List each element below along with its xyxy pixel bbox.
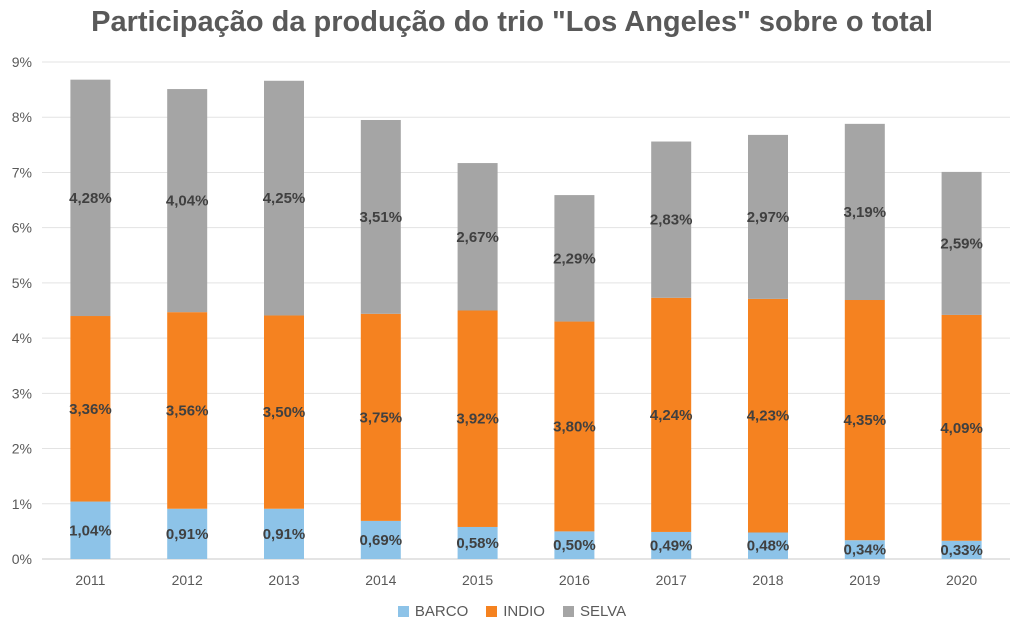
y-tick-label: 0% [12, 551, 32, 567]
x-axis-ticks: 2011 2012 2013 2014 2015 2016 2017 2018 2019 2020 [75, 572, 977, 588]
legend-label: SELVA [579, 603, 627, 620]
data-labels: 1,04% 3,36% 4,28% 0,91% 3,56% 4,04% 0,91% 3,50%… [69, 190, 983, 559]
data-label-selva-2012: 4,04% [166, 193, 209, 210]
data-label-barco-2014: 0,69% [360, 532, 403, 549]
data-label-indio-2014: 3,75% [360, 409, 403, 426]
bar-barco-2020 [941, 540, 982, 559]
data-label-barco-2012: 0,91% [166, 526, 209, 543]
data-label-selva-2018: 2,97% [747, 209, 790, 226]
bar-selva-2012 [167, 89, 208, 313]
bar-selva-2019 [844, 123, 885, 301]
legend-swatch [397, 606, 409, 617]
bar-selva-2017 [651, 141, 692, 298]
y-tick-label: 5% [12, 275, 32, 291]
bar-indio-2016 [554, 321, 595, 532]
bar-barco-2017 [651, 531, 692, 559]
bar-indio-2013 [264, 315, 304, 509]
data-label-barco-2013: 0,91% [263, 526, 306, 543]
x-tick-label: 2012 [172, 572, 203, 588]
bar-barco-2019 [844, 540, 885, 559]
data-label-indio-2011: 3,36% [69, 401, 112, 418]
bar-selva-2020 [941, 171, 982, 315]
data-label-barco-2015: 0,58% [456, 535, 499, 552]
data-label-indio-2013: 3,50% [263, 404, 306, 421]
stacked-bar-chart: 0% 1% 2% 3% 4% 5% 6% 7% 8% 9% 1,04% 3,36% 4,28% 0,91… [12, 54, 1010, 588]
bar-indio-2015 [457, 310, 498, 527]
data-label-selva-2014: 3,51% [360, 209, 403, 226]
legend-label: INDIO [503, 603, 545, 620]
data-label-indio-2016: 3,80% [553, 418, 596, 435]
bar-indio-2012 [167, 312, 208, 509]
data-label-selva-2011: 4,28% [69, 190, 112, 207]
y-tick-label: 2% [12, 441, 32, 457]
bar-barco-2015 [457, 526, 498, 559]
y-tick-label: 1% [12, 496, 32, 512]
bar-barco-2018 [748, 532, 788, 559]
data-label-selva-2020: 2,59% [940, 235, 983, 252]
data-label-selva-2013: 4,25% [263, 190, 306, 207]
x-tick-label: 2016 [559, 572, 590, 588]
bar-barco-2014 [360, 520, 401, 559]
data-label-barco-2020: 0,33% [940, 542, 983, 559]
x-tick-label: 2011 [75, 572, 105, 588]
bar-selva-2018 [748, 134, 788, 299]
bar-barco-2012 [167, 508, 208, 559]
bar-selva-2015 [457, 163, 498, 311]
data-label-selva-2016: 2,29% [553, 250, 596, 267]
x-tick-label: 2019 [849, 572, 880, 588]
bar-barco-2011 [70, 501, 111, 559]
data-label-indio-2015: 3,92% [456, 411, 499, 428]
legend-swatch [562, 606, 574, 617]
x-tick-label: 2018 [752, 572, 783, 588]
bar-indio-2019 [844, 300, 885, 541]
data-label-selva-2015: 2,67% [456, 229, 499, 246]
y-tick-label: 3% [12, 385, 32, 401]
x-tick-label: 2017 [656, 572, 687, 588]
data-label-indio-2012: 3,56% [166, 402, 209, 419]
data-label-selva-2017: 2,83% [650, 212, 693, 229]
bar-indio-2017 [651, 297, 692, 532]
data-label-barco-2018: 0,48% [747, 538, 790, 555]
data-label-indio-2018: 4,23% [747, 408, 790, 425]
x-tick-label: 2014 [365, 572, 396, 588]
bar-selva-2013 [264, 80, 304, 316]
legend-label: BARCO [414, 603, 469, 620]
data-label-barco-2011: 1,04% [69, 522, 112, 539]
y-axis-ticks: 0% 1% 2% 3% 4% 5% 6% 7% 8% 9% [12, 54, 32, 567]
bar-selva-2011 [70, 79, 111, 317]
y-tick-label: 4% [12, 330, 32, 346]
data-label-barco-2019: 0,34% [844, 542, 887, 559]
bar-barco-2016 [554, 531, 595, 559]
bar-indio-2020 [941, 314, 982, 541]
x-tick-label: 2020 [946, 572, 977, 588]
legend: BARCO INDIO SELVA [0, 603, 1024, 620]
data-label-selva-2019: 3,19% [844, 204, 887, 221]
data-label-indio-2020: 4,09% [940, 420, 983, 437]
legend-swatch [486, 606, 498, 617]
bar-barco-2013 [264, 508, 304, 559]
bar-indio-2011 [70, 316, 111, 502]
data-label-indio-2019: 4,35% [844, 412, 887, 429]
legend-item-barco: BARCO [397, 603, 469, 620]
bar-selva-2016 [554, 195, 595, 322]
legend-item-indio: INDIO [486, 603, 545, 620]
y-tick-label: 9% [12, 54, 32, 70]
x-tick-label: 2015 [462, 572, 493, 588]
y-tick-label: 8% [12, 109, 32, 125]
bars [70, 79, 982, 559]
data-label-indio-2017: 4,24% [650, 407, 693, 424]
y-tick-label: 7% [12, 164, 32, 180]
data-label-barco-2016: 0,50% [553, 537, 596, 554]
legend-item-selva: SELVA [562, 603, 627, 620]
bar-indio-2014 [360, 313, 401, 521]
chart-title: Participação da produção do trio "Los An… [91, 6, 933, 38]
bar-indio-2018 [748, 298, 788, 533]
bar-selva-2014 [360, 119, 401, 314]
x-tick-label: 2013 [268, 572, 299, 588]
y-tick-label: 6% [12, 220, 32, 236]
data-label-barco-2017: 0,49% [650, 537, 693, 554]
